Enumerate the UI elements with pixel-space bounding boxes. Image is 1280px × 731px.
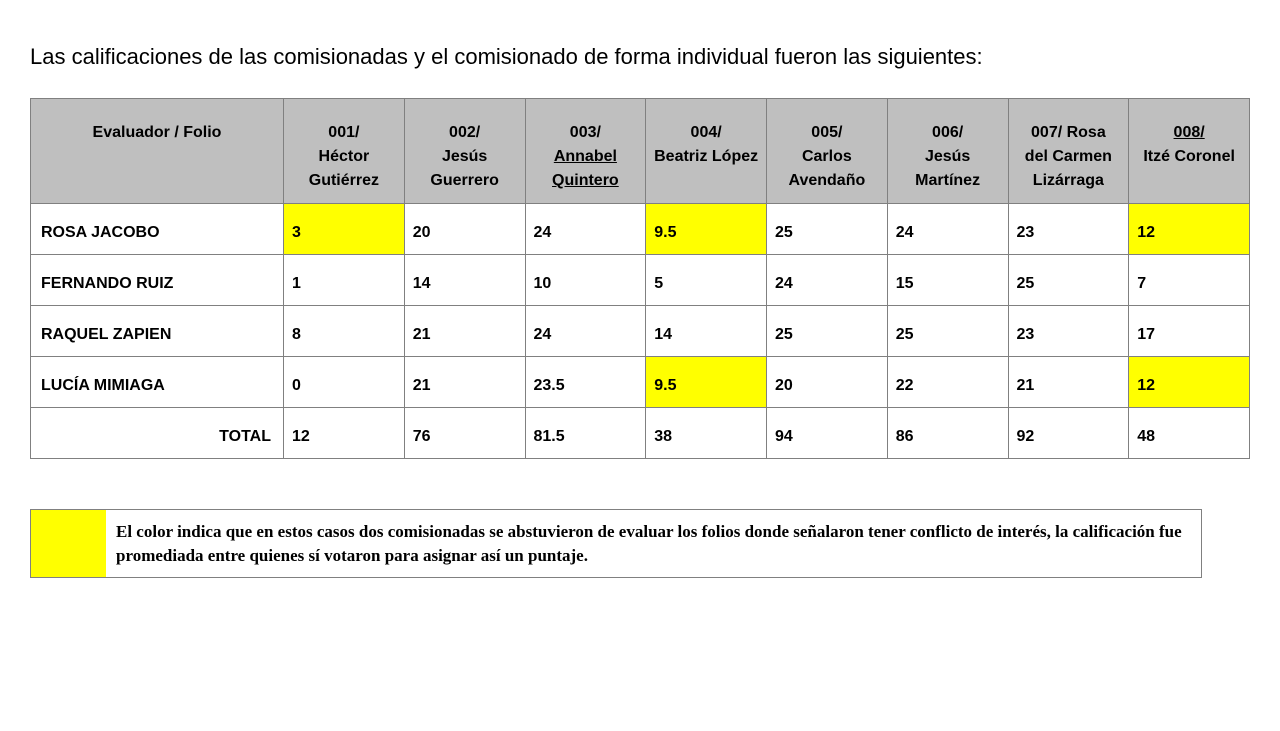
header-evaluador: Evaluador / Folio [31,98,284,203]
table-row: RAQUEL ZAPIEN821241425252317 [31,305,1250,356]
cell: 25 [767,305,888,356]
header-col-001: 001/ Héctor Gutiérrez [284,98,405,203]
total-cell: 48 [1129,407,1250,458]
total-cell: 12 [284,407,405,458]
total-cell: 76 [404,407,525,458]
cell: 12 [1129,203,1250,254]
cell: 23 [1008,203,1129,254]
legend-swatch [31,510,106,578]
cell: 7 [1129,254,1250,305]
row-label: ROSA JACOBO [31,203,284,254]
cell: 25 [767,203,888,254]
cell: 1 [284,254,405,305]
cell: 12 [1129,356,1250,407]
header-col-003: 003/ Annabel Quintero [525,98,646,203]
cell: 24 [887,203,1008,254]
cell: 15 [887,254,1008,305]
cell: 21 [1008,356,1129,407]
table-row: FERNANDO RUIZ1141052415257 [31,254,1250,305]
intro-text: Las calificaciones de las comisionadas y… [30,42,1130,73]
cell: 21 [404,356,525,407]
cell: 5 [646,254,767,305]
cell: 20 [767,356,888,407]
cell: 10 [525,254,646,305]
cell: 25 [887,305,1008,356]
total-cell: 81.5 [525,407,646,458]
cell: 23.5 [525,356,646,407]
header-col-005: 005/ Carlos Avendaño [767,98,888,203]
cell: 8 [284,305,405,356]
cell: 25 [1008,254,1129,305]
cell: 17 [1129,305,1250,356]
cell: 20 [404,203,525,254]
row-label: LUCÍA MIMIAGA [31,356,284,407]
header-col-002: 002/ Jesús Guerrero [404,98,525,203]
cell: 22 [887,356,1008,407]
header-col-006: 006/ Jesús Martínez [887,98,1008,203]
cell: 24 [767,254,888,305]
total-cell: 38 [646,407,767,458]
row-label: RAQUEL ZAPIEN [31,305,284,356]
header-col-004: 004/ Beatriz López [646,98,767,203]
cell: 0 [284,356,405,407]
header-col-008: 008/ Itzé Coronel [1129,98,1250,203]
cell: 9.5 [646,203,767,254]
total-cell: 92 [1008,407,1129,458]
cell: 9.5 [646,356,767,407]
table-body: ROSA JACOBO320249.525242312FERNANDO RUIZ… [31,203,1250,458]
cell: 14 [646,305,767,356]
total-row: TOTAL127681.53894869248 [31,407,1250,458]
cell: 24 [525,203,646,254]
total-label: TOTAL [31,407,284,458]
cell: 21 [404,305,525,356]
table-row: ROSA JACOBO320249.525242312 [31,203,1250,254]
total-cell: 94 [767,407,888,458]
legend-box: El color indica que en estos casos dos c… [30,509,1202,579]
cell: 14 [404,254,525,305]
header-col-007: 007/ Rosa del Carmen Lizárraga [1008,98,1129,203]
total-cell: 86 [887,407,1008,458]
cell: 24 [525,305,646,356]
header-row: Evaluador / Folio 001/ Héctor Gutiérrez … [31,98,1250,203]
row-label: FERNANDO RUIZ [31,254,284,305]
cell: 3 [284,203,405,254]
legend-text: El color indica que en estos casos dos c… [106,510,1201,578]
scores-table: Evaluador / Folio 001/ Héctor Gutiérrez … [30,98,1250,459]
table-row: LUCÍA MIMIAGA02123.59.520222112 [31,356,1250,407]
cell: 23 [1008,305,1129,356]
